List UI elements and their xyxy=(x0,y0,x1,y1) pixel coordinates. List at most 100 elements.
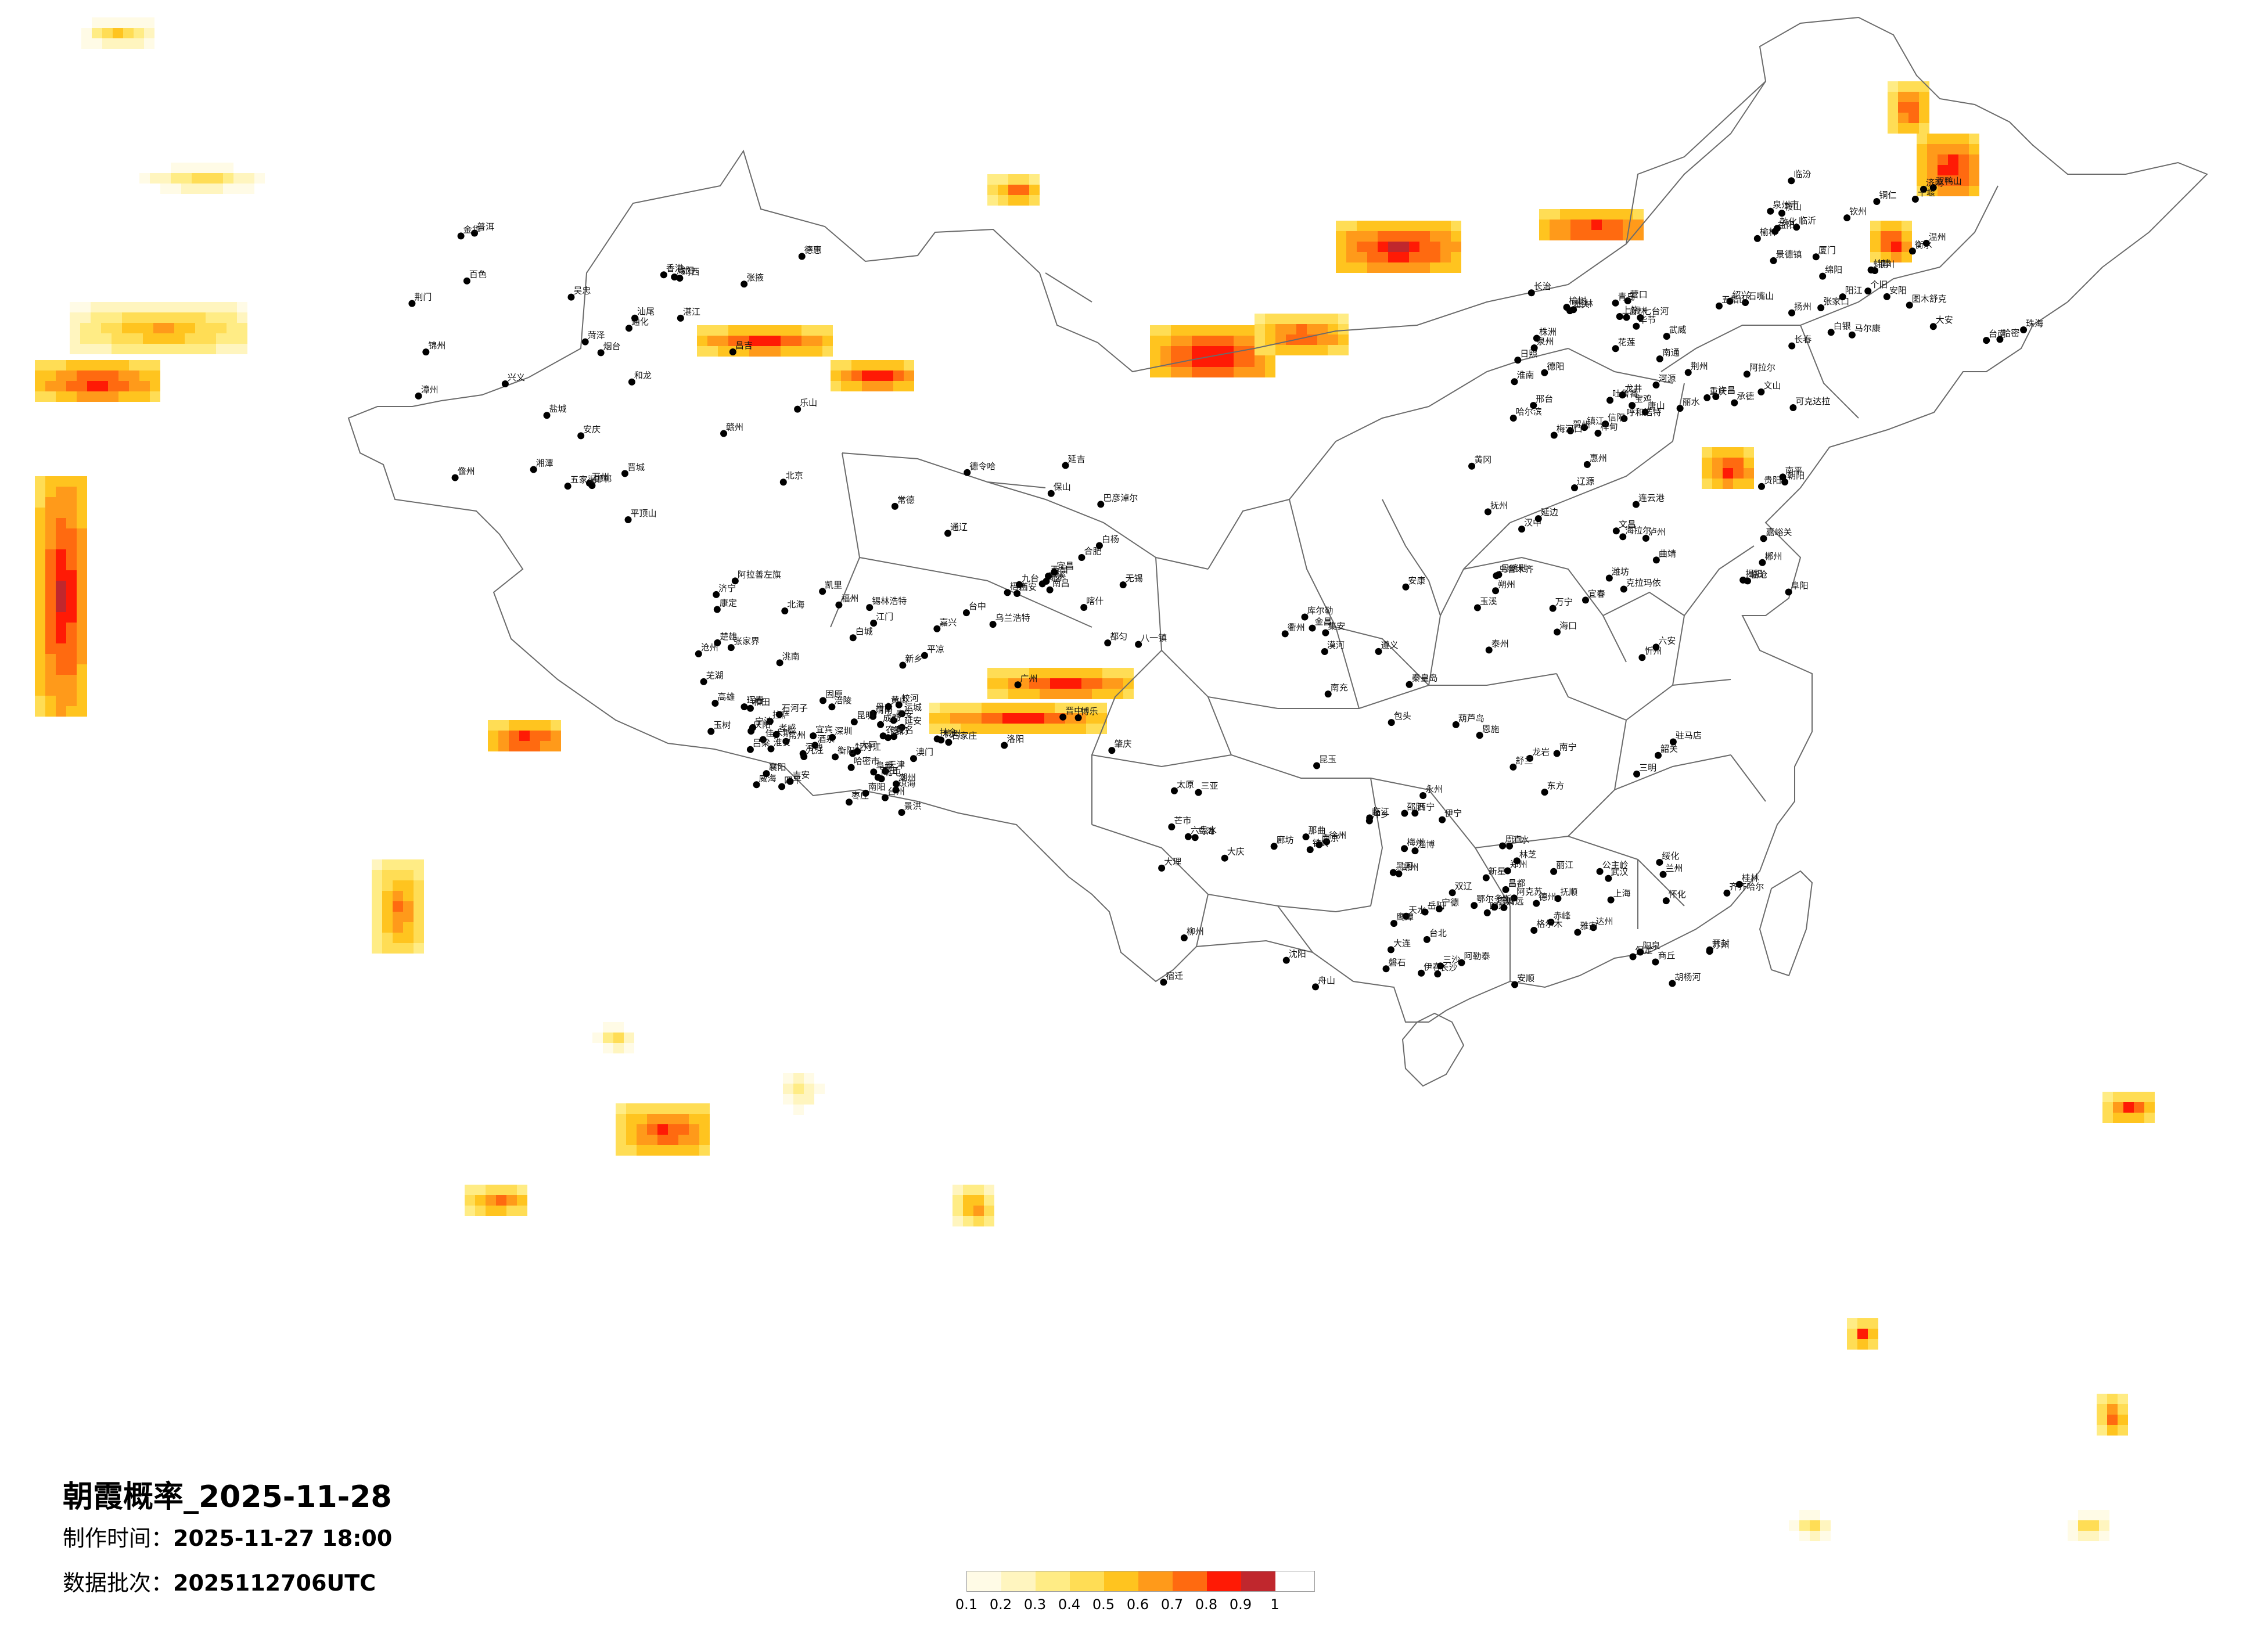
heat-cell xyxy=(66,706,77,717)
city-dot xyxy=(944,530,952,537)
city-label: 赣州 xyxy=(726,422,743,433)
city-label: 新星 xyxy=(1489,866,1506,877)
city-marker: 襄阳 xyxy=(763,762,786,778)
heat-cell xyxy=(2123,1102,2134,1113)
heat-cell xyxy=(1581,230,1591,240)
heat-cell xyxy=(1550,230,1560,240)
city-marker: 阿拉善左旗 xyxy=(731,569,781,585)
heat-cell xyxy=(98,391,108,402)
heat-cell xyxy=(153,323,164,333)
heat-cell xyxy=(1399,242,1409,252)
city-marker: 荆州 xyxy=(1684,361,1708,376)
heat-cell xyxy=(102,28,113,38)
city-label: 石家庄 xyxy=(951,731,977,741)
city-marker: 孝感 xyxy=(772,723,796,739)
heat-cell xyxy=(668,1124,678,1135)
heat-cell xyxy=(414,933,424,943)
city-label: 南京 xyxy=(1321,833,1339,844)
city-label: 连云港 xyxy=(1638,493,1665,503)
city-label: 九台 xyxy=(1022,573,1039,584)
heat-cell xyxy=(1102,678,1113,689)
city-marker: 厦门 xyxy=(1812,245,1836,261)
heat-cell xyxy=(1071,668,1081,678)
city-label: 农安 xyxy=(886,724,903,735)
heat-cell xyxy=(940,703,950,713)
heat-cell xyxy=(1723,447,1733,458)
city-marker: 伊宁 xyxy=(1439,808,1462,823)
city-label: 贺州 xyxy=(1573,419,1590,430)
city-marker: 常德 xyxy=(891,495,915,510)
heat-cell xyxy=(164,302,174,312)
heat-cell xyxy=(414,880,424,891)
city-marker: 林芝 xyxy=(1513,849,1537,865)
city-label: 金昌 xyxy=(1315,617,1332,627)
city-marker: 高雄 xyxy=(711,692,735,707)
heat-cell xyxy=(872,360,883,370)
heat-cell xyxy=(1958,165,1969,175)
city-marker: 都匀 xyxy=(1104,631,1127,647)
heat-cell xyxy=(56,518,66,528)
city-label: 泸水 xyxy=(1512,834,1529,845)
city-marker: 临江 xyxy=(1366,806,1389,822)
heat-cell xyxy=(118,391,129,402)
heat-cell xyxy=(488,731,498,741)
city-dot xyxy=(1619,391,1626,399)
city-dot xyxy=(713,606,721,613)
city-marker: 长春 xyxy=(1788,334,1811,350)
city-dot xyxy=(1873,197,1881,205)
city-label: 梅河口 xyxy=(1557,423,1583,434)
heat-cell xyxy=(1317,345,1328,355)
heat-cell xyxy=(56,675,66,685)
heat-cell xyxy=(382,870,393,880)
city-dot xyxy=(810,732,817,740)
heat-cell xyxy=(66,518,77,528)
city-label: 南阳 xyxy=(868,782,886,792)
city-dot xyxy=(1684,369,1692,376)
city-marker: 张家界 xyxy=(727,636,760,652)
heat-cell xyxy=(1409,242,1419,252)
heat-cell xyxy=(1296,345,1307,355)
city-dot xyxy=(624,516,632,523)
city-dot xyxy=(1484,508,1491,516)
heat-cell xyxy=(791,346,801,357)
heat-cell xyxy=(1847,1329,1857,1339)
heat-cell xyxy=(862,381,872,391)
heat-cell xyxy=(1388,242,1399,252)
heat-cell xyxy=(998,185,1008,195)
city-label: 六安 xyxy=(1658,635,1676,646)
city-label: 北海 xyxy=(787,599,804,610)
city-dot xyxy=(422,348,430,356)
city-label: 伊春 xyxy=(1424,962,1441,972)
city-dot xyxy=(720,430,728,437)
made-time-label: 制作时间： xyxy=(63,1526,174,1551)
heat-cell xyxy=(637,1103,647,1114)
city-dot xyxy=(1676,405,1684,412)
city-dot xyxy=(1401,810,1408,817)
heat-cell xyxy=(1286,324,1296,334)
data-batch: 数据批次：2025112706UTC xyxy=(63,1565,376,1597)
city-dot xyxy=(501,380,509,387)
city-dot xyxy=(1602,420,1609,428)
heat-cell xyxy=(1019,195,1029,206)
city-marker: 十堰 xyxy=(1911,188,1935,203)
city-dot xyxy=(1652,643,1660,651)
heat-cell xyxy=(1419,242,1430,252)
city-dot xyxy=(1669,738,1677,746)
city-label: 北京 xyxy=(786,470,803,481)
heat-cell xyxy=(475,1195,486,1206)
heat-cell xyxy=(841,370,851,381)
heat-cell xyxy=(657,1124,668,1135)
city-label: 台中 xyxy=(969,601,986,611)
heat-cell xyxy=(953,1195,963,1206)
city-label: 五家渠 xyxy=(570,474,596,485)
heat-cell xyxy=(1898,102,1908,113)
heat-cell xyxy=(739,346,749,357)
heat-cell xyxy=(81,38,92,49)
city-dot xyxy=(759,736,767,743)
heat-cell xyxy=(206,302,216,312)
heat-cell xyxy=(1181,367,1192,377)
heat-cell xyxy=(831,360,841,370)
city-marker: 昆玉 xyxy=(1313,754,1336,769)
city-marker: 百色 xyxy=(463,269,487,285)
city-dot xyxy=(1046,586,1054,593)
